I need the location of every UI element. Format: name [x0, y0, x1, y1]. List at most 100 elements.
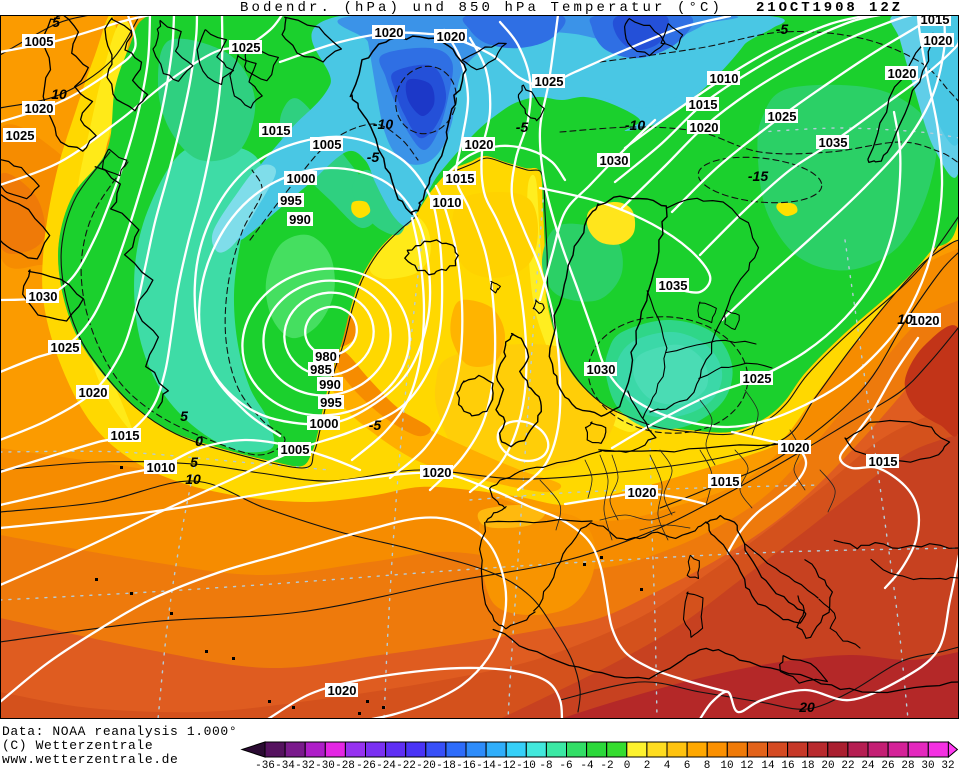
svg-text:1020: 1020	[79, 385, 108, 400]
svg-text:30: 30	[921, 760, 934, 770]
svg-text:-18: -18	[436, 760, 456, 770]
svg-text:0: 0	[195, 433, 203, 449]
svg-text:1020: 1020	[375, 25, 404, 40]
svg-text:1015: 1015	[869, 454, 898, 469]
svg-text:1020: 1020	[781, 440, 810, 455]
svg-text:1030: 1030	[29, 289, 58, 304]
svg-text:-5: -5	[367, 149, 380, 165]
svg-text:1015: 1015	[262, 123, 291, 138]
svg-text:-5: -5	[776, 21, 789, 37]
svg-text:28: 28	[901, 760, 914, 770]
svg-text:26: 26	[881, 760, 894, 770]
svg-text:(C) Wetterzentrale: (C) Wetterzentrale	[2, 738, 153, 753]
svg-text:18: 18	[801, 760, 814, 770]
svg-text:5: 5	[190, 454, 198, 470]
svg-text:990: 990	[289, 212, 311, 227]
svg-text:-28: -28	[335, 760, 355, 770]
svg-text:995: 995	[320, 395, 342, 410]
svg-text:1015: 1015	[446, 171, 475, 186]
svg-text:1020: 1020	[328, 683, 357, 698]
svg-text:1030: 1030	[587, 362, 616, 377]
svg-text:-30: -30	[315, 760, 335, 770]
svg-text:1035: 1035	[819, 135, 848, 150]
svg-text:10: 10	[720, 760, 733, 770]
svg-text:1025: 1025	[743, 371, 772, 386]
svg-text:Bodendr. (hPa) und 850 hPa Tem: Bodendr. (hPa) und 850 hPa Temperatur (°…	[240, 0, 723, 16]
svg-text:-4: -4	[580, 760, 594, 770]
svg-text:-2: -2	[600, 760, 613, 770]
svg-text:-16: -16	[456, 760, 476, 770]
svg-text:-15: -15	[748, 168, 768, 184]
svg-text:1015: 1015	[711, 474, 740, 489]
svg-text:5: 5	[52, 14, 60, 30]
svg-text:10: 10	[51, 86, 67, 102]
svg-text:1025: 1025	[768, 109, 797, 124]
svg-text:-20: -20	[416, 760, 436, 770]
svg-text:24: 24	[861, 760, 875, 770]
svg-text:-10: -10	[625, 117, 645, 133]
svg-text:5: 5	[180, 408, 188, 424]
svg-text:-5: -5	[369, 417, 382, 433]
svg-text:4: 4	[664, 760, 671, 770]
svg-text:1030: 1030	[600, 153, 629, 168]
svg-text:1020: 1020	[423, 465, 452, 480]
svg-text:1020: 1020	[888, 66, 917, 81]
svg-text:-34: -34	[275, 760, 295, 770]
svg-text:1020: 1020	[437, 29, 466, 44]
svg-text:1010: 1010	[147, 460, 176, 475]
svg-text:22: 22	[841, 760, 854, 770]
svg-text:-10: -10	[516, 760, 536, 770]
svg-text:-5: -5	[516, 119, 529, 135]
svg-text:10: 10	[897, 311, 913, 327]
svg-text:14: 14	[761, 760, 775, 770]
svg-text:Data: NOAA reanalysis 1.000°: Data: NOAA reanalysis 1.000°	[2, 724, 237, 739]
svg-text:20: 20	[798, 699, 815, 715]
svg-text:1015: 1015	[689, 97, 718, 112]
svg-text:1015: 1015	[921, 12, 950, 27]
svg-text:985: 985	[310, 362, 332, 377]
svg-text:1020: 1020	[628, 485, 657, 500]
svg-text:1020: 1020	[924, 33, 953, 48]
svg-text:-32: -32	[295, 760, 315, 770]
svg-text:1015: 1015	[111, 428, 140, 443]
svg-text:6: 6	[684, 760, 691, 770]
svg-text:1025: 1025	[232, 40, 261, 55]
svg-text:1000: 1000	[287, 171, 316, 186]
svg-text:2: 2	[644, 760, 651, 770]
svg-text:-36: -36	[255, 760, 275, 770]
svg-text:1020: 1020	[690, 120, 719, 135]
svg-text:21OCT1908 12Z: 21OCT1908 12Z	[756, 0, 903, 16]
svg-text:1005: 1005	[313, 137, 342, 152]
svg-text:-26: -26	[356, 760, 376, 770]
svg-text:1025: 1025	[6, 128, 35, 143]
svg-text:20: 20	[821, 760, 834, 770]
svg-text:-14: -14	[476, 760, 496, 770]
svg-text:1020: 1020	[911, 313, 940, 328]
svg-text:1020: 1020	[465, 137, 494, 152]
svg-text:-8: -8	[539, 760, 552, 770]
svg-text:-6: -6	[559, 760, 572, 770]
svg-text:1005: 1005	[25, 34, 54, 49]
svg-text:990: 990	[319, 377, 341, 392]
svg-text:www.wetterzentrale.de: www.wetterzentrale.de	[2, 752, 178, 767]
svg-text:1020: 1020	[25, 101, 54, 116]
svg-text:-24: -24	[376, 760, 396, 770]
svg-text:1010: 1010	[433, 195, 462, 210]
svg-text:16: 16	[781, 760, 794, 770]
svg-text:1035: 1035	[659, 278, 688, 293]
svg-text:-12: -12	[496, 760, 516, 770]
svg-text:10: 10	[185, 471, 201, 487]
svg-text:-22: -22	[396, 760, 416, 770]
svg-text:995: 995	[280, 193, 302, 208]
svg-text:8: 8	[704, 760, 711, 770]
svg-text:1005: 1005	[281, 442, 310, 457]
svg-text:1010: 1010	[710, 71, 739, 86]
svg-text:1025: 1025	[535, 74, 564, 89]
svg-text:980: 980	[315, 349, 337, 364]
svg-text:-10: -10	[373, 116, 393, 132]
svg-text:12: 12	[740, 760, 753, 770]
svg-text:0: 0	[624, 760, 631, 770]
svg-text:32: 32	[941, 760, 954, 770]
svg-text:1000: 1000	[310, 416, 339, 431]
svg-text:1025: 1025	[51, 340, 80, 355]
